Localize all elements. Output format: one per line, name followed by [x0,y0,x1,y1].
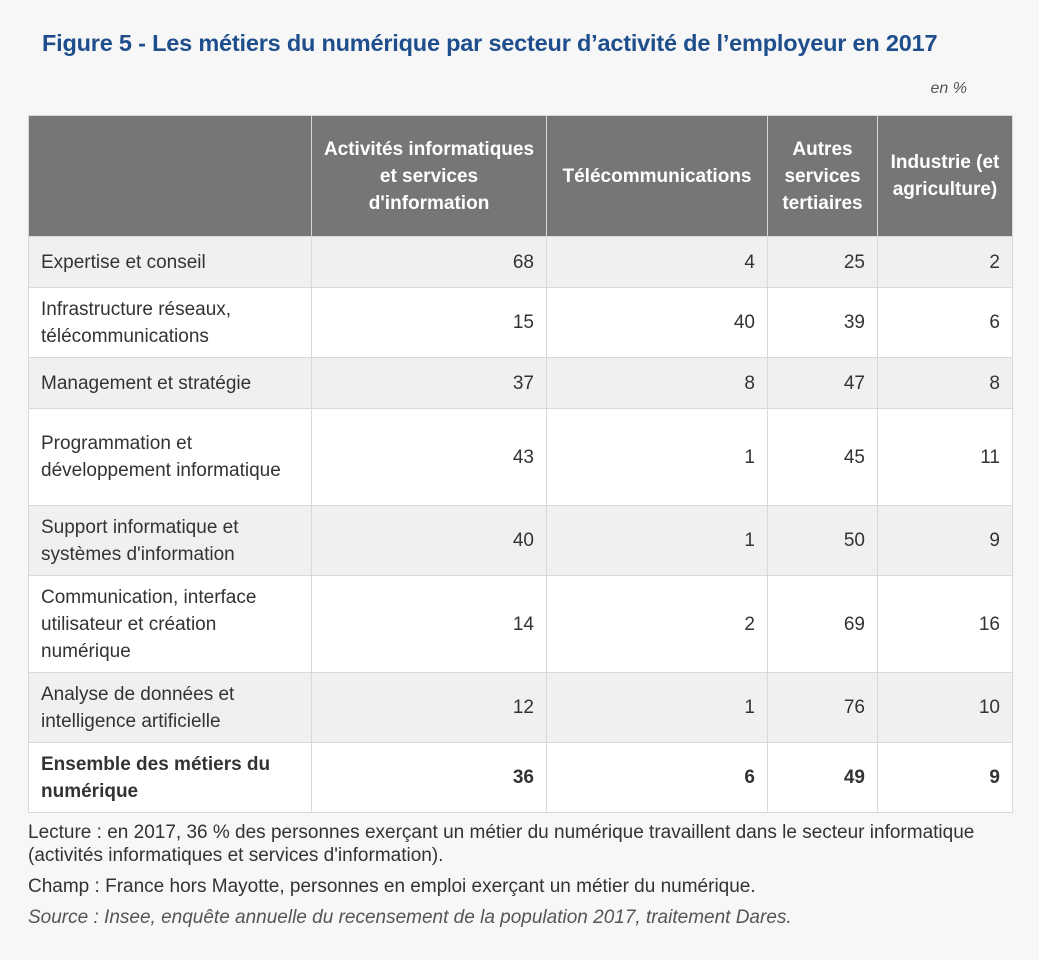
total-cell: 36 [311,742,547,813]
table-cell: 25 [767,236,878,288]
row-label: Programmation et développement informati… [28,408,312,506]
table-cell: 2 [546,575,768,673]
table-cell: 4 [546,236,768,288]
table-cell: 76 [767,672,878,743]
column-header-label [28,115,312,237]
table-row: Analyse de données et intelligence artif… [28,672,1013,743]
table-cell: 10 [877,672,1013,743]
column-header-informatique: Activités informatiques et services d'in… [311,115,547,237]
row-label: Support informatique et systèmes d'infor… [28,505,312,576]
row-label: Communication, interface utilisateur et … [28,575,312,673]
table-header-row: Activités informatiques et services d'in… [28,115,1013,237]
table-cell: 14 [311,575,547,673]
unit-label: en % [930,80,967,97]
table-cell: 43 [311,408,547,506]
total-cell: 6 [546,742,768,813]
table-cell: 37 [311,357,547,409]
figure-notes: Lecture : en 2017, 36 % des personnes ex… [28,821,1018,937]
table-cell: 1 [546,672,768,743]
table-cell: 8 [877,357,1013,409]
row-label: Analyse de données et intelligence artif… [28,672,312,743]
total-row-label: Ensemble des métiers du numérique [28,742,312,813]
table-cell: 9 [877,505,1013,576]
figure-title: Figure 5 - Les métiers du numérique par … [42,30,938,56]
table-cell: 11 [877,408,1013,506]
total-cell: 9 [877,742,1013,813]
table-cell: 40 [546,287,768,358]
table-cell: 40 [311,505,547,576]
table-row: Programmation et développement informati… [28,408,1013,506]
table-cell: 15 [311,287,547,358]
table-row: Management et stratégie 37 8 47 8 [28,357,1013,409]
row-label: Management et stratégie [28,357,312,409]
table-row: Expertise et conseil 68 4 25 2 [28,236,1013,288]
source-note: Source : Insee, enquête annuelle du rece… [28,907,792,928]
table-cell: 12 [311,672,547,743]
table-cell: 6 [877,287,1013,358]
total-cell: 49 [767,742,878,813]
table-cell: 68 [311,236,547,288]
data-table: Activités informatiques et services d'in… [28,115,1013,813]
table-row: Communication, interface utilisateur et … [28,575,1013,673]
table-cell: 47 [767,357,878,409]
table-row: Support informatique et systèmes d'infor… [28,505,1013,576]
table-cell: 8 [546,357,768,409]
table-cell: 50 [767,505,878,576]
table-cell: 1 [546,408,768,506]
table-cell: 2 [877,236,1013,288]
reading-note: Lecture : en 2017, 36 % des personnes ex… [28,822,975,866]
table-cell: 16 [877,575,1013,673]
table-total-row: Ensemble des métiers du numérique 36 6 4… [28,742,1013,813]
table-cell: 69 [767,575,878,673]
row-label: Infrastructure réseaux, télécommunicatio… [28,287,312,358]
table-cell: 1 [546,505,768,576]
table-row: Infrastructure réseaux, télécommunicatio… [28,287,1013,358]
column-header-telecommunications: Télécommunications [546,115,768,237]
column-header-industrie: Industrie (et agriculture) [877,115,1013,237]
row-label: Expertise et conseil [28,236,312,288]
scope-note: Champ : France hors Mayotte, personnes e… [28,876,756,897]
column-header-autres-services: Autres services tertiaires [767,115,878,237]
table-cell: 39 [767,287,878,358]
table-cell: 45 [767,408,878,506]
